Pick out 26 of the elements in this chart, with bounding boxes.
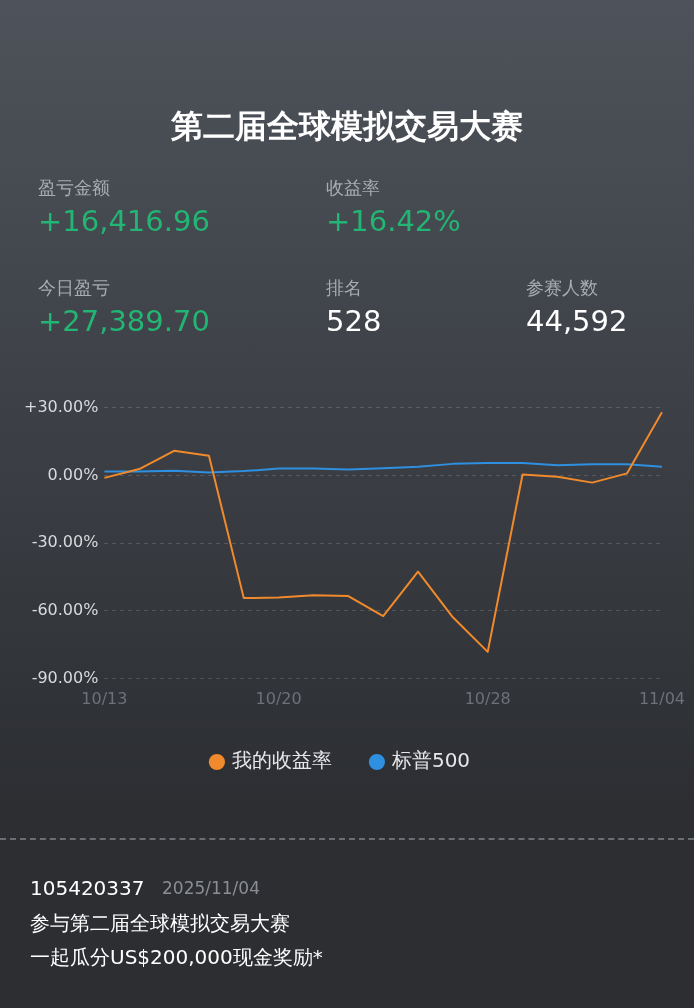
text: 盈亏金额 <box>38 176 110 200</box>
text: 参赛人数 <box>526 276 598 300</box>
x-tick-label: 11/04 <box>638 688 685 708</box>
y-tick-label: -30.00% <box>31 532 99 552</box>
x-tick-label: 10/20 <box>255 688 302 708</box>
text: +16.42% <box>326 204 461 238</box>
text: 105420337 <box>30 876 145 900</box>
legend-label: 标普500 <box>390 748 471 773</box>
text: +27,389.70 <box>38 304 210 338</box>
text: 一起瓜分US$200,000现金奖励* <box>30 944 323 971</box>
y-tick-label: +30.00% <box>23 396 99 416</box>
text: 收益率 <box>326 176 380 200</box>
text: 44,592 <box>526 304 628 338</box>
x-tick-label: 10/13 <box>81 688 128 708</box>
text: 参与第二届全球模拟交易大赛 <box>30 910 290 937</box>
text: 528 <box>326 304 382 338</box>
legend-label: 我的收益率 <box>231 748 332 773</box>
text: 今日盈亏 <box>38 276 110 300</box>
text: 排名 <box>326 276 362 300</box>
text: 2025/11/04 <box>162 878 260 898</box>
y-tick-label: -60.00% <box>31 600 99 620</box>
y-tick-label: 0.00% <box>47 464 99 484</box>
x-tick-label: 10/28 <box>464 688 511 708</box>
y-tick-label: -90.00% <box>31 667 99 687</box>
text: +16,416.96 <box>38 204 210 238</box>
chart-title: 第二届全球模拟交易大赛 <box>170 106 524 147</box>
